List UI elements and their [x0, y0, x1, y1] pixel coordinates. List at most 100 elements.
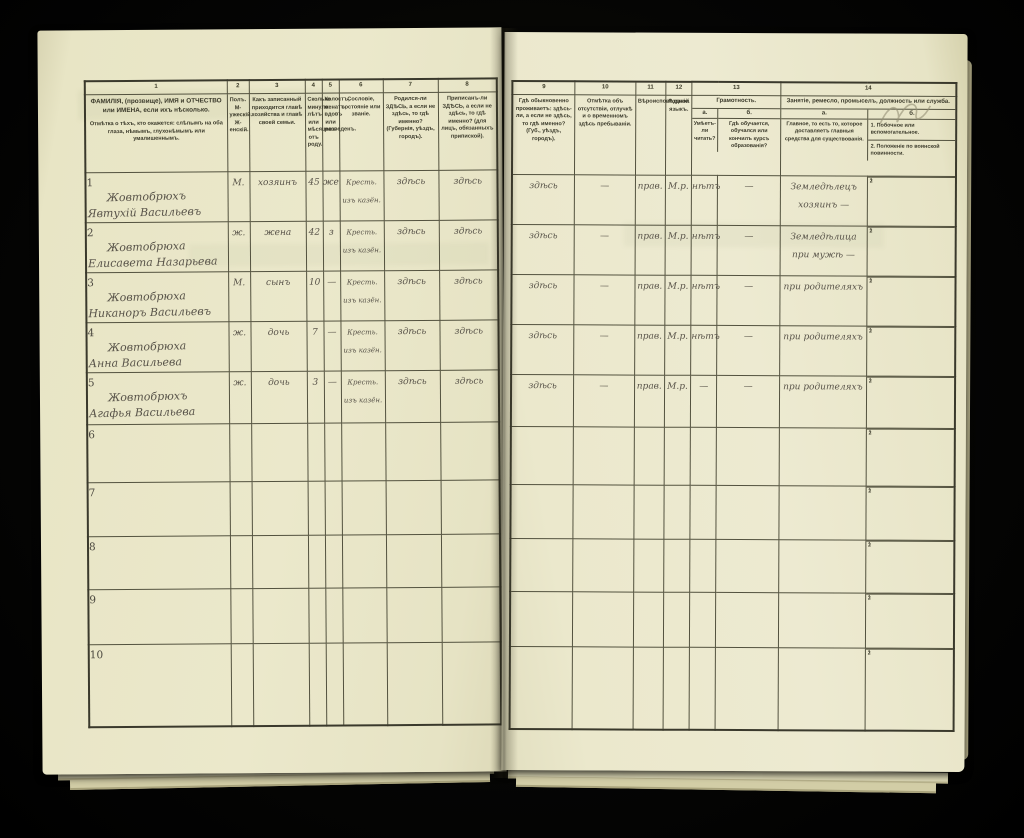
cell-faith: прав.	[634, 325, 665, 376]
cell-sex-text: ж.	[232, 328, 247, 339]
cell-born-here-text: здѣсь	[397, 226, 426, 238]
header-education: Гдѣ обучается, обучался или кончилъ курс…	[728, 120, 770, 150]
cell-resides	[509, 591, 573, 647]
cell-education	[715, 647, 779, 730]
cell-sex-text: М.	[232, 178, 245, 189]
cell-age-text: 42	[308, 227, 321, 238]
cell-registered-here	[441, 641, 502, 725]
header-language: Родной языкъ.	[665, 95, 692, 176]
surname-text: Жовтобрюхъ	[106, 189, 187, 205]
table-row: 6	[87, 421, 500, 483]
cell-can-read-text: нѣтъ	[691, 231, 721, 242]
cell-born-here: здѣсь	[383, 170, 439, 221]
column-number: 9	[512, 81, 575, 95]
literacy-group-title: Грамотность.	[692, 95, 781, 109]
cell-marital	[325, 588, 343, 644]
cell-registered-here-text: здѣсь	[454, 326, 484, 337]
row-number: 8	[88, 541, 96, 554]
page-stack-edge	[69, 771, 491, 791]
cell-born-here-text: здѣсь	[398, 376, 427, 388]
row-number: 6	[88, 429, 95, 442]
cell-resides	[510, 484, 574, 539]
cell-absence: —	[574, 174, 636, 226]
cell-born-here: здѣсь	[383, 220, 440, 271]
column-number: 1	[84, 80, 227, 95]
cell-education: —	[716, 325, 780, 376]
cell-main-occupation-text: Земледѣлица при мужѣ —	[790, 232, 857, 261]
right-table-body: здѣсь — прав. М.р. нѣтъ — Земледѣлецъ хозяинъ …	[509, 174, 956, 731]
left-table: 1 2 3 4 5 6 7 8 ФАМИЛІЯ, (прозвище), ИМЯ…	[83, 77, 503, 728]
cell-education-text: —	[744, 232, 754, 243]
cell-marital-text: же	[323, 177, 339, 188]
side-occupation-sub-cell: 2	[866, 486, 954, 495]
cell-faith-text: прав.	[637, 231, 663, 242]
header-registered-here: Приписанъ-ли ЗДѢСЬ, а если не здѣсь, то …	[437, 91, 498, 171]
cell-faith	[632, 647, 664, 730]
cell-resides: здѣсь	[511, 274, 575, 325]
header-born-here: Родился-ли ЗДѢСЬ, а если не здѣсь, то гд…	[382, 92, 439, 171]
cell-estate: Кресть. изъ казён.	[340, 370, 386, 424]
cell-registered-here-text: здѣсь	[454, 376, 484, 387]
cell-main-occupation	[778, 539, 866, 594]
cell-marital-text: —	[327, 377, 337, 388]
cell-main-occupation-text: Земледѣлецъ хозяинъ —	[790, 182, 857, 211]
cell-marital	[324, 481, 342, 536]
header-row: Гдѣ обыкновенно проживаетъ: здѣсь-ли, а …	[511, 94, 957, 177]
cell-faith-text: прав.	[636, 381, 662, 392]
sub-row-marker: 2	[868, 378, 872, 385]
cell-can-read	[689, 647, 716, 730]
sub-row-marker: 2	[869, 228, 873, 235]
cell-name: 5 Жовтобрюхъ Агафья Васильева	[86, 371, 230, 425]
table-row: 8	[87, 533, 501, 590]
cell-language	[662, 647, 690, 730]
cell-main-occupation: при родителяхъ	[779, 275, 867, 327]
cell-main-occupation: Земледѣлецъ хозяинъ —	[780, 175, 868, 227]
surname-text: Жовтобрюха	[106, 239, 186, 255]
cell-estate	[341, 480, 386, 536]
cell-born-here-text: здѣсь	[397, 326, 427, 338]
table-row: 9	[88, 586, 501, 645]
left-table-body: 1 Жовтобрюхъ Явтухій Васильевъ М. хозяинъ 45 ж…	[85, 169, 502, 727]
cell-resides: здѣсь	[510, 374, 574, 427]
side-occupation-sub-cell: 2	[866, 428, 954, 437]
header-resides: Гдѣ обыкновенно проживаетъ: здѣсь-ли, а …	[511, 94, 575, 175]
cell-can-read: —	[690, 375, 717, 428]
cell-born-here	[385, 480, 441, 535]
column-number: 4	[304, 79, 322, 94]
cell-born-here: здѣсь	[384, 370, 441, 423]
cell-estate-text: Кресть. изъ казён.	[343, 328, 382, 355]
left-page: 1 2 3 4 5 6 7 8 ФАМИЛІЯ, (прозвище), ИМЯ…	[37, 27, 507, 775]
cell-education-text: —	[744, 282, 754, 293]
cell-name: 3 Жовтобрюха Никаноръ Васильевъ	[86, 271, 229, 323]
cell-age-text: 10	[308, 277, 321, 288]
row-number: 9	[89, 594, 97, 607]
cell-absence: —	[573, 324, 635, 376]
cell-main-occupation	[779, 427, 867, 487]
cell-registered-here-text: здѣсь	[453, 176, 483, 187]
cell-estate	[342, 587, 387, 644]
row-number: 10	[89, 649, 104, 662]
header-row: ФАМИЛІЯ, (прозвище), ИМЯ и ОТЧЕСТВО или …	[84, 91, 498, 173]
cell-main-occupation	[778, 592, 866, 649]
cell-born-here: здѣсь	[384, 270, 440, 321]
table-row: здѣсь — прав. М.р. нѣтъ — при родителяхъ 1 2	[511, 274, 956, 327]
cell-faith: прав.	[634, 175, 666, 226]
column-number: 10	[574, 81, 636, 96]
header-relation: Какъ записанный приходится главѣ хозяйст…	[248, 93, 306, 172]
column-number-occupation: 14	[780, 82, 957, 97]
cell-education: —	[716, 375, 780, 428]
cell-resides	[510, 538, 573, 592]
cell-marital-text: —	[327, 277, 337, 288]
cell-age-text: 45	[308, 177, 320, 188]
cell-language: М.р.	[665, 175, 692, 226]
cell-can-read: нѣтъ	[691, 175, 720, 226]
cell-education: —	[717, 175, 781, 226]
cell-language	[663, 427, 691, 486]
given-name-text: Анна Васильева	[88, 355, 183, 371]
surname-text: Жовтобрюха	[107, 289, 187, 305]
cell-education	[716, 427, 780, 486]
cell-main-occupation: Земледѣлица при мужѣ —	[779, 225, 867, 277]
cell-name: 1 Жовтобрюхъ Явтухій Васильевъ	[85, 171, 228, 223]
